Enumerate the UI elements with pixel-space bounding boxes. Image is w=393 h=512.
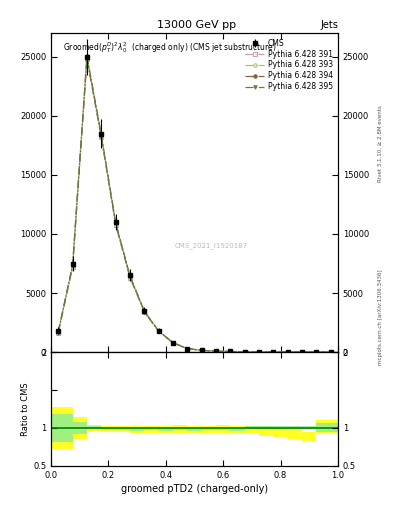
Pythia 6.428 393: [300, 349, 305, 355]
Pythia 6.428 394: [242, 349, 247, 355]
Pythia 6.428 394: [271, 349, 276, 355]
Text: mcplots.cern.ch [arXiv:1306.3436]: mcplots.cern.ch [arXiv:1306.3436]: [378, 270, 383, 365]
Pythia 6.428 394: [84, 53, 89, 59]
Legend: CMS, Pythia 6.428 391, Pythia 6.428 393, Pythia 6.428 394, Pythia 6.428 395: CMS, Pythia 6.428 391, Pythia 6.428 393,…: [244, 37, 334, 93]
Pythia 6.428 395: [128, 274, 132, 280]
Pythia 6.428 394: [128, 273, 132, 279]
Text: Jets: Jets: [320, 20, 338, 31]
Pythia 6.428 393: [228, 349, 233, 355]
Pythia 6.428 391: [70, 264, 75, 270]
Pythia 6.428 395: [113, 221, 118, 227]
Pythia 6.428 395: [70, 263, 75, 269]
Y-axis label: Ratio to CMS: Ratio to CMS: [21, 382, 30, 436]
Pythia 6.428 395: [99, 134, 104, 140]
Pythia 6.428 395: [271, 349, 276, 355]
Pythia 6.428 395: [242, 349, 247, 355]
Line: Pythia 6.428 393: Pythia 6.428 393: [57, 56, 332, 354]
Pythia 6.428 391: [156, 328, 161, 334]
Pythia 6.428 393: [214, 348, 219, 354]
Pythia 6.428 393: [70, 263, 75, 269]
Pythia 6.428 393: [257, 349, 261, 355]
Pythia 6.428 393: [314, 349, 319, 355]
Pythia 6.428 391: [113, 222, 118, 228]
Pythia 6.428 395: [214, 348, 219, 354]
Pythia 6.428 394: [329, 349, 333, 355]
Pythia 6.428 391: [329, 349, 333, 355]
Pythia 6.428 394: [199, 347, 204, 353]
Pythia 6.428 395: [257, 349, 261, 355]
Pythia 6.428 394: [314, 349, 319, 355]
Text: Rivet 3.1.10, ≥ 2.8M events: Rivet 3.1.10, ≥ 2.8M events: [378, 105, 383, 182]
Pythia 6.428 394: [285, 349, 290, 355]
Pythia 6.428 393: [285, 349, 290, 355]
Pythia 6.428 391: [199, 347, 204, 353]
Pythia 6.428 395: [84, 56, 89, 62]
Pythia 6.428 391: [214, 348, 219, 354]
Pythia 6.428 391: [142, 309, 147, 315]
Pythia 6.428 395: [142, 309, 147, 315]
Pythia 6.428 394: [113, 219, 118, 225]
Pythia 6.428 393: [271, 349, 276, 355]
Pythia 6.428 394: [56, 328, 61, 334]
Pythia 6.428 395: [171, 340, 175, 346]
Pythia 6.428 393: [113, 220, 118, 226]
Pythia 6.428 395: [300, 349, 305, 355]
Pythia 6.428 391: [185, 346, 190, 352]
Pythia 6.428 391: [285, 349, 290, 355]
Pythia 6.428 395: [156, 328, 161, 334]
Pythia 6.428 394: [156, 328, 161, 334]
Pythia 6.428 394: [171, 339, 175, 346]
Pythia 6.428 395: [314, 349, 319, 355]
Pythia 6.428 393: [128, 273, 132, 280]
Text: 13000 GeV pp: 13000 GeV pp: [157, 20, 236, 31]
X-axis label: groomed pTD2 (charged-only): groomed pTD2 (charged-only): [121, 484, 268, 494]
Pythia 6.428 393: [142, 308, 147, 314]
Pythia 6.428 391: [300, 349, 305, 355]
Pythia 6.428 394: [300, 349, 305, 355]
Line: Pythia 6.428 391: Pythia 6.428 391: [57, 57, 332, 354]
Pythia 6.428 391: [171, 340, 175, 346]
Pythia 6.428 393: [156, 328, 161, 334]
Pythia 6.428 393: [185, 346, 190, 352]
Pythia 6.428 393: [329, 349, 333, 355]
Pythia 6.428 394: [185, 346, 190, 352]
Line: Pythia 6.428 395: Pythia 6.428 395: [57, 57, 332, 354]
Pythia 6.428 391: [257, 349, 261, 355]
Pythia 6.428 393: [171, 339, 175, 346]
Pythia 6.428 395: [185, 346, 190, 352]
Pythia 6.428 394: [99, 132, 104, 138]
Pythia 6.428 395: [228, 349, 233, 355]
Pythia 6.428 394: [214, 348, 219, 354]
Pythia 6.428 391: [314, 349, 319, 355]
Pythia 6.428 395: [56, 330, 61, 336]
Pythia 6.428 391: [271, 349, 276, 355]
Pythia 6.428 391: [228, 349, 233, 355]
Pythia 6.428 391: [242, 349, 247, 355]
Pythia 6.428 391: [84, 56, 89, 62]
Text: CMS_2021_I1920187: CMS_2021_I1920187: [174, 242, 248, 249]
Pythia 6.428 391: [99, 134, 104, 140]
Pythia 6.428 391: [128, 274, 132, 281]
Pythia 6.428 395: [285, 349, 290, 355]
Pythia 6.428 393: [199, 347, 204, 353]
Pythia 6.428 394: [142, 308, 147, 314]
Pythia 6.428 395: [329, 349, 333, 355]
Line: Pythia 6.428 394: Pythia 6.428 394: [57, 54, 332, 354]
Text: Groomed$(p_T^D)^2\lambda_0^2$  (charged only) (CMS jet substructure): Groomed$(p_T^D)^2\lambda_0^2$ (charged o…: [62, 39, 276, 55]
Pythia 6.428 394: [228, 348, 233, 354]
Pythia 6.428 393: [56, 329, 61, 335]
Pythia 6.428 393: [84, 55, 89, 61]
Pythia 6.428 395: [199, 347, 204, 353]
Pythia 6.428 393: [242, 349, 247, 355]
Pythia 6.428 393: [99, 133, 104, 139]
Pythia 6.428 394: [257, 349, 261, 355]
Pythia 6.428 394: [70, 262, 75, 268]
Pythia 6.428 391: [56, 330, 61, 336]
